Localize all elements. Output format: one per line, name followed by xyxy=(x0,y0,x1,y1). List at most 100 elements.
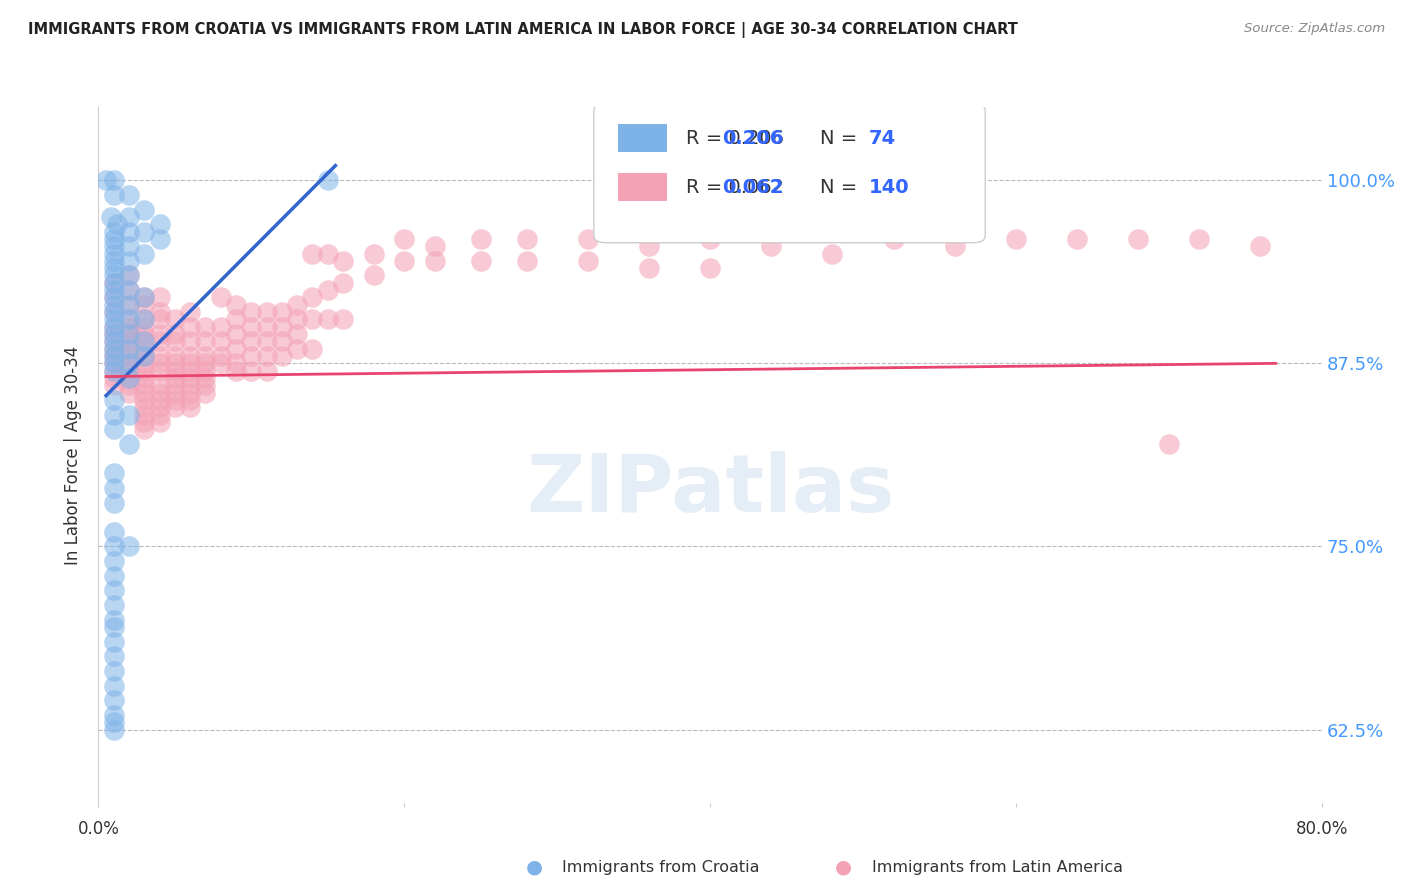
Point xyxy=(103,613,125,627)
Point xyxy=(209,356,232,370)
Point xyxy=(149,385,172,400)
Point xyxy=(103,364,125,378)
Point xyxy=(516,253,538,268)
Point xyxy=(103,540,125,554)
Point xyxy=(103,283,125,297)
Point xyxy=(134,356,156,370)
Point xyxy=(118,408,141,422)
Point xyxy=(179,392,201,407)
Point xyxy=(134,334,156,349)
Point xyxy=(118,312,141,326)
Bar xyxy=(619,124,668,153)
Point xyxy=(194,356,217,370)
Point xyxy=(103,378,125,392)
Point xyxy=(240,334,263,349)
Point xyxy=(103,312,125,326)
Text: 140: 140 xyxy=(869,178,910,196)
Point xyxy=(103,707,125,722)
Point xyxy=(103,620,125,634)
Point xyxy=(118,283,141,297)
Point xyxy=(179,305,201,319)
Point xyxy=(179,364,201,378)
Point xyxy=(179,356,201,370)
Point xyxy=(103,554,125,568)
Point xyxy=(759,239,782,253)
Point xyxy=(576,232,599,246)
Point xyxy=(163,356,186,370)
Text: Source: ZipAtlas.com: Source: ZipAtlas.com xyxy=(1244,22,1385,36)
Bar xyxy=(619,173,668,201)
Text: 0.0%: 0.0% xyxy=(77,821,120,838)
Text: N =: N = xyxy=(820,128,863,148)
Point xyxy=(209,319,232,334)
Point xyxy=(118,356,141,370)
Point xyxy=(134,246,156,260)
Point xyxy=(134,349,156,363)
Point xyxy=(470,253,492,268)
Point xyxy=(103,568,125,582)
Point xyxy=(225,342,247,356)
Point xyxy=(103,239,125,253)
Point xyxy=(118,327,141,342)
Point xyxy=(118,371,141,385)
Point xyxy=(103,173,125,187)
FancyBboxPatch shape xyxy=(593,103,986,243)
Text: 0.062: 0.062 xyxy=(723,178,783,196)
Point xyxy=(103,319,125,334)
Point xyxy=(470,232,492,246)
Text: 74: 74 xyxy=(869,128,896,148)
Point xyxy=(134,385,156,400)
Point xyxy=(423,239,446,253)
Point xyxy=(103,298,125,312)
Point xyxy=(194,349,217,363)
Point xyxy=(118,210,141,224)
Point xyxy=(163,371,186,385)
Text: Immigrants from Latin America: Immigrants from Latin America xyxy=(872,860,1123,874)
Point xyxy=(103,356,125,370)
Point xyxy=(301,312,323,326)
Point xyxy=(316,246,339,260)
Point xyxy=(163,327,186,342)
Point xyxy=(103,634,125,648)
Point xyxy=(316,283,339,297)
Point xyxy=(103,334,125,349)
Point xyxy=(149,356,172,370)
Point xyxy=(240,305,263,319)
Point xyxy=(118,437,141,451)
Point xyxy=(194,385,217,400)
Point xyxy=(118,298,141,312)
Point xyxy=(118,364,141,378)
Point xyxy=(103,327,125,342)
Point xyxy=(149,232,172,246)
Point xyxy=(163,385,186,400)
Point xyxy=(103,349,125,363)
Point xyxy=(103,371,125,385)
Text: ●: ● xyxy=(835,857,852,877)
Point xyxy=(134,392,156,407)
Point xyxy=(103,225,125,239)
Point xyxy=(118,319,141,334)
Point xyxy=(105,217,128,231)
Point xyxy=(1128,232,1150,246)
Point xyxy=(194,371,217,385)
Point xyxy=(179,385,201,400)
Point xyxy=(637,261,661,276)
Point xyxy=(118,253,141,268)
Point xyxy=(163,349,186,363)
Point xyxy=(163,401,186,415)
Point xyxy=(256,349,278,363)
Point xyxy=(821,246,844,260)
Point xyxy=(118,312,141,326)
Point xyxy=(637,239,661,253)
Point xyxy=(392,253,416,268)
Point xyxy=(118,342,141,356)
Point xyxy=(1249,239,1271,253)
Point xyxy=(316,173,339,187)
Point xyxy=(149,401,172,415)
Point xyxy=(103,188,125,202)
Point xyxy=(103,327,125,342)
Point xyxy=(103,342,125,356)
Point xyxy=(118,371,141,385)
Point xyxy=(134,415,156,429)
Point xyxy=(194,334,217,349)
